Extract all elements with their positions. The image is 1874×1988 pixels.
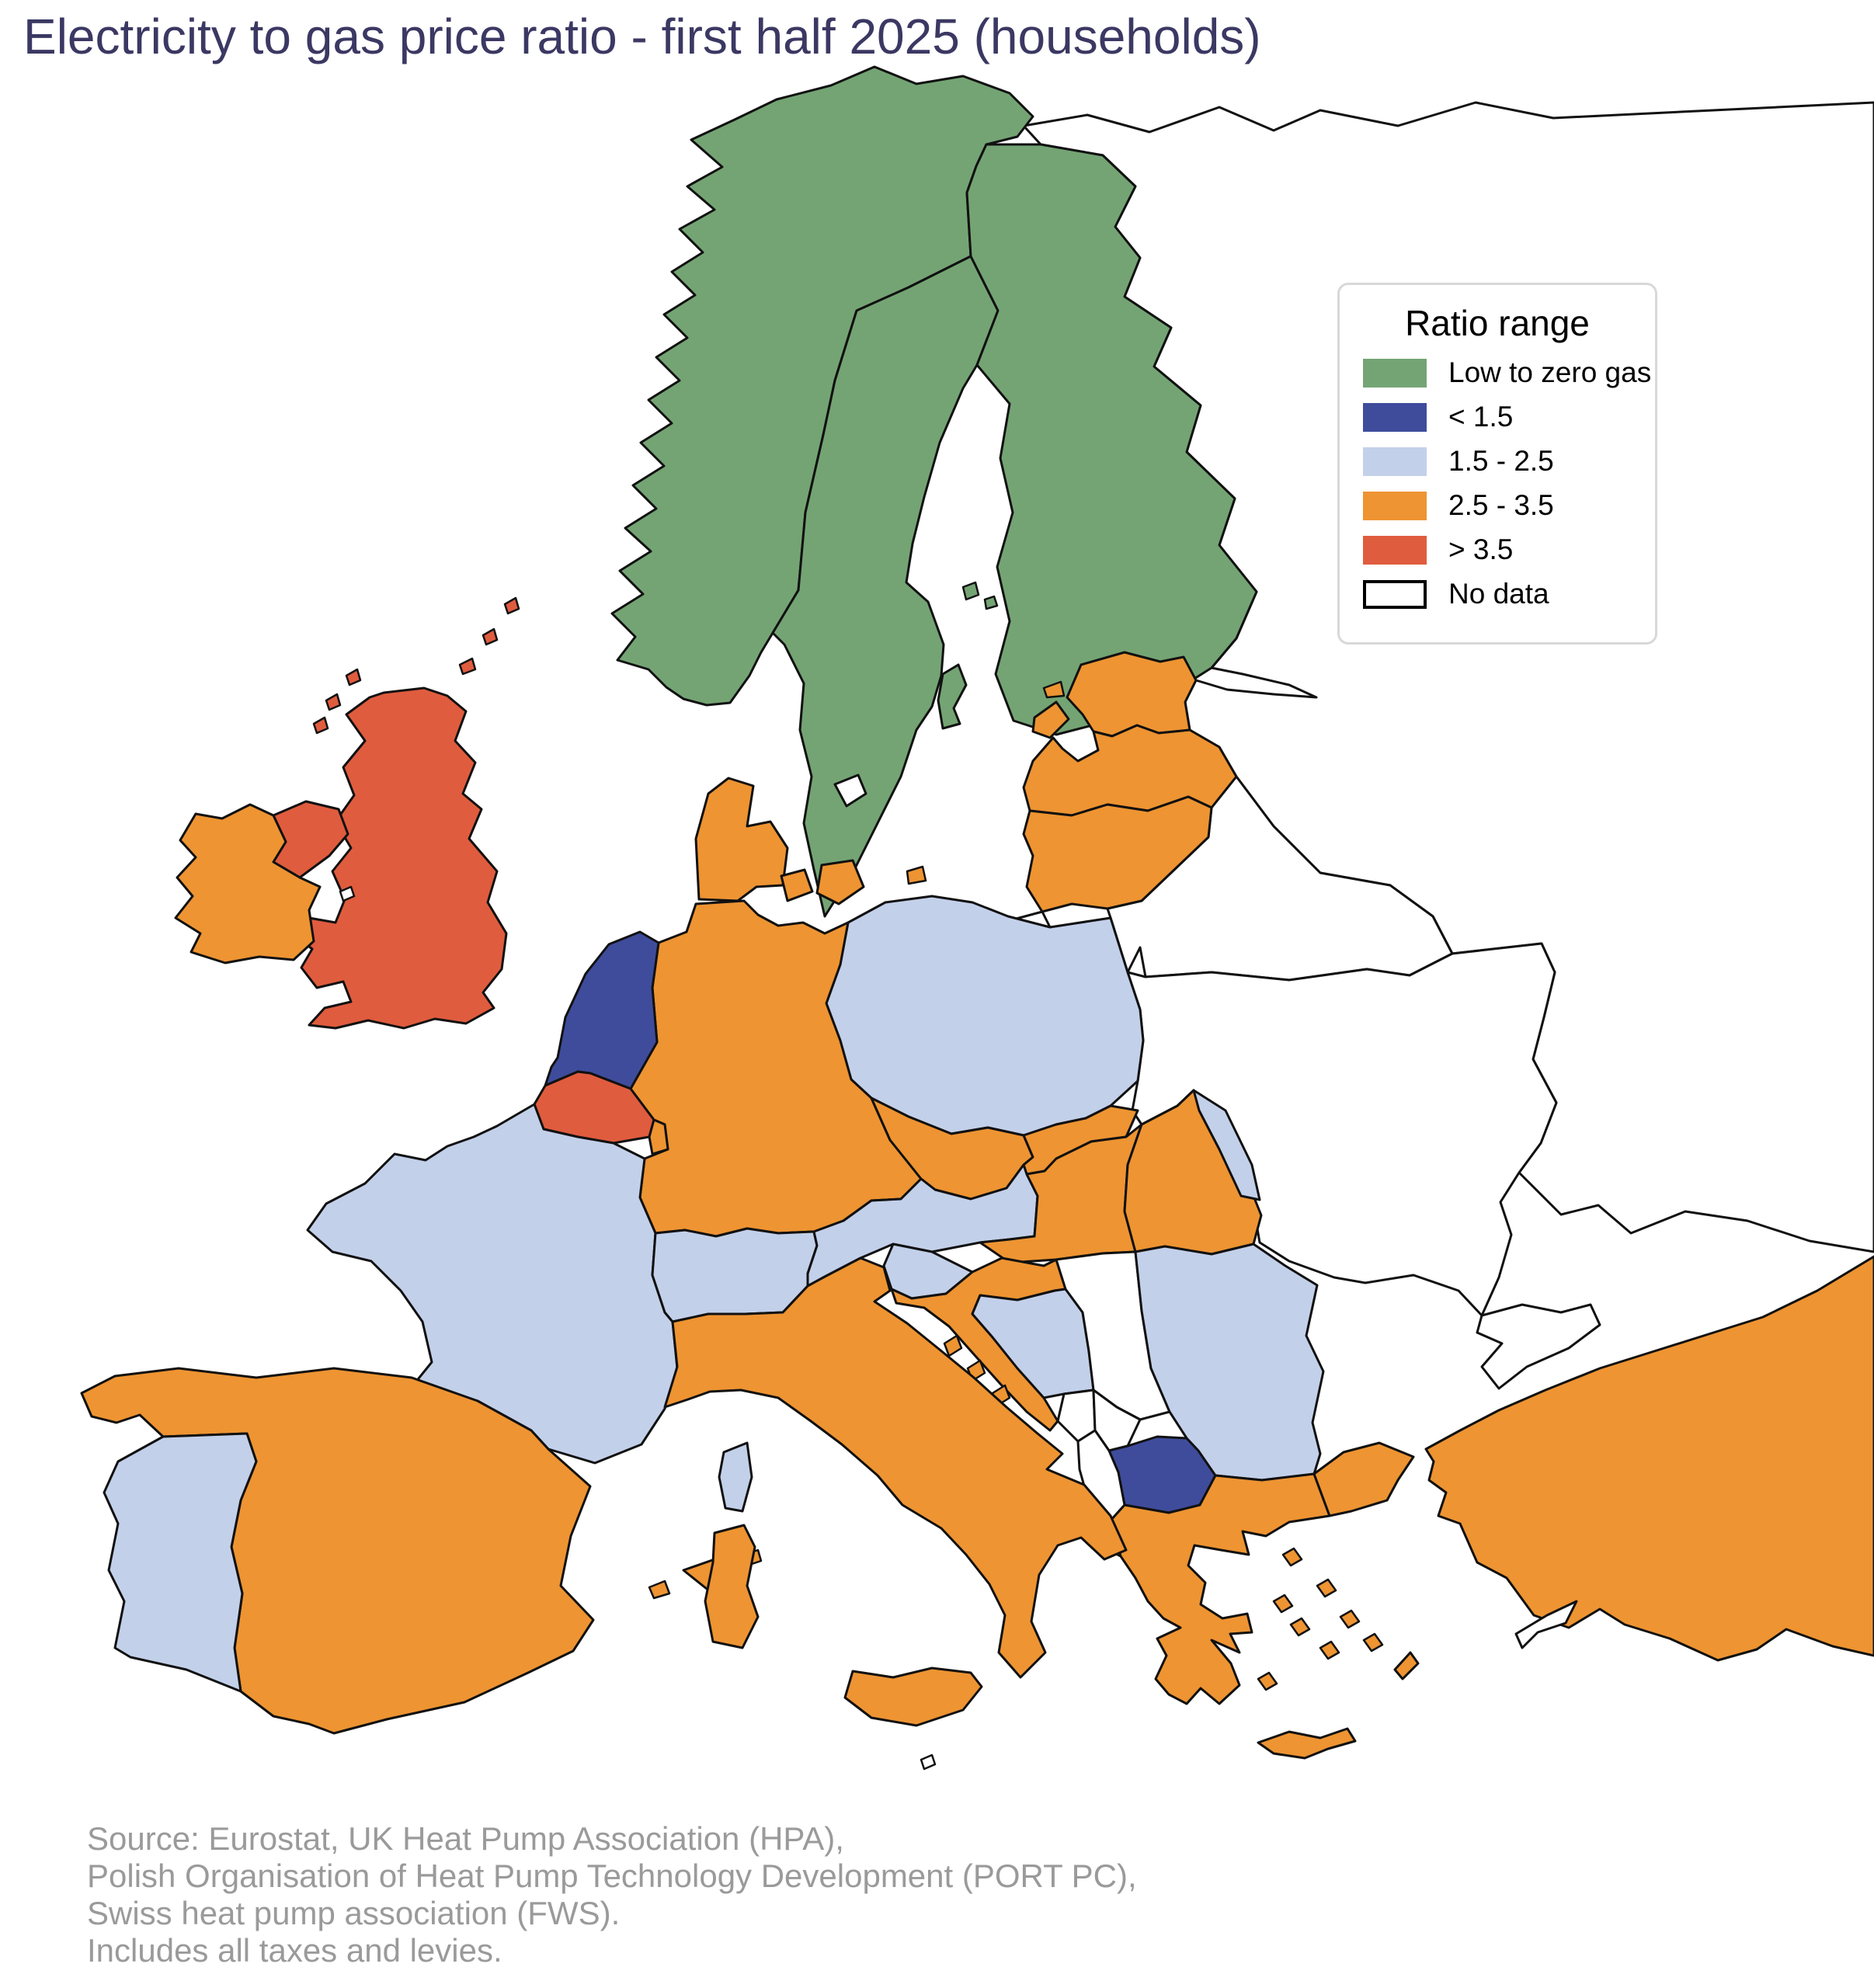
island-rhodes (1393, 1651, 1420, 1680)
legend-entry-label: Low to zero gas (1448, 356, 1652, 388)
island-bornholm (906, 865, 927, 885)
country-turkey-thrace (1312, 1441, 1415, 1517)
island-aegean-4 (1362, 1632, 1384, 1653)
source-line-3: Swiss heat pump association (FWS). (87, 1895, 621, 1932)
country-ukraine (1126, 942, 1558, 1317)
legend-entry-label: < 1.5 (1448, 401, 1514, 433)
country-portugal (103, 1432, 258, 1693)
country-greece (1109, 1472, 1331, 1705)
country-luxembourg (648, 1118, 669, 1156)
island-corsica (718, 1441, 753, 1513)
island-aegean-3 (1339, 1609, 1361, 1629)
island-aegean-7 (1272, 1594, 1294, 1614)
legend-swatch (1363, 491, 1427, 520)
island-aland-1 (961, 581, 980, 601)
legend: Ratio range Low to zero gas < 1.5 1.5 - … (1337, 283, 1657, 645)
legend-swatch (1363, 447, 1427, 476)
country-finland (965, 143, 1258, 736)
country-cyprus (1514, 1600, 1578, 1649)
island-aegean-1 (1281, 1547, 1303, 1567)
island-hebrides-2 (312, 716, 329, 735)
island-aland-2 (983, 595, 999, 610)
country-italy (663, 1256, 1128, 1679)
island-shetland-2 (503, 596, 520, 615)
legend-entry-low_zero_gas: Low to zero gas (1363, 356, 1651, 389)
island-gotland (937, 663, 968, 730)
legend-swatch (1363, 358, 1427, 388)
legend-swatch (1363, 579, 1427, 609)
legend-title: Ratio range (1405, 303, 1590, 343)
island-orkney (458, 657, 477, 676)
legend-entry-r_2_5_3_5: 2.5 - 3.5 (1363, 489, 1632, 522)
island-hiiumaa (1042, 680, 1066, 699)
country-latvia (1022, 724, 1238, 817)
legend-entry-r_1_5_2_5: 1.5 - 2.5 (1363, 445, 1632, 478)
island-hebrides-1 (325, 693, 342, 711)
island-isle-of-man (339, 885, 356, 902)
page-title: Electricity to gas price ratio - first h… (23, 9, 1261, 64)
island-aegean-8 (1257, 1671, 1278, 1691)
legend-entry-label: 2.5 - 3.5 (1448, 489, 1554, 521)
legend-entry-no_data: No data (1363, 578, 1632, 610)
country-denmark-jutland (694, 777, 789, 902)
island-sardinia (704, 1524, 760, 1649)
country-netherlands (544, 930, 660, 1090)
source-note: Source: Eurostat, UK Heat Pump Associati… (87, 1820, 1137, 1969)
legend-entry-label: > 3.5 (1448, 533, 1514, 565)
legend-rows: Low to zero gas < 1.5 1.5 - 2.5 2.5 - 3.… (1363, 356, 1651, 610)
source-line-1: Source: Eurostat, UK Heat Pump Associati… (87, 1820, 844, 1857)
source-line-2: Polish Organisation of Heat Pump Technol… (87, 1858, 1137, 1895)
country-ireland (174, 803, 322, 964)
legend-entry-label: 1.5 - 2.5 (1448, 445, 1554, 477)
legend-swatch (1363, 535, 1427, 565)
legend-entry-label: No data (1448, 578, 1549, 610)
lake-vanern (833, 773, 867, 808)
island-shetland-1 (482, 627, 499, 646)
country-united-kingdom (292, 686, 508, 1030)
island-hebrides-3 (345, 668, 362, 686)
island-saaremaa (1031, 700, 1070, 739)
country-ukraine-crimea (1476, 1303, 1601, 1390)
country-bulgaria (1134, 1242, 1325, 1482)
country-moldova (1192, 1089, 1261, 1201)
legend-entry-lt_1_5: < 1.5 (1363, 401, 1632, 433)
island-ibiza (648, 1580, 671, 1600)
legend-swatch (1363, 402, 1427, 432)
country-denmark-zealand (815, 859, 865, 905)
country-lithuania (1022, 795, 1213, 913)
country-turkey-anatolia (1424, 1255, 1874, 1662)
legend-entry-gt_3_5: > 3.5 (1363, 533, 1632, 566)
island-sicily (843, 1667, 983, 1727)
island-crete (1257, 1727, 1357, 1760)
island-aegean-6 (1289, 1617, 1311, 1637)
island-dalmatia-1 (943, 1334, 963, 1357)
country-denmark-funen (780, 868, 814, 902)
island-aegean-2 (1316, 1578, 1337, 1598)
source-line-4: Includes all taxes and levies. (87, 1932, 502, 1969)
island-aegean-5 (1319, 1640, 1340, 1660)
island-malta (920, 1753, 937, 1771)
